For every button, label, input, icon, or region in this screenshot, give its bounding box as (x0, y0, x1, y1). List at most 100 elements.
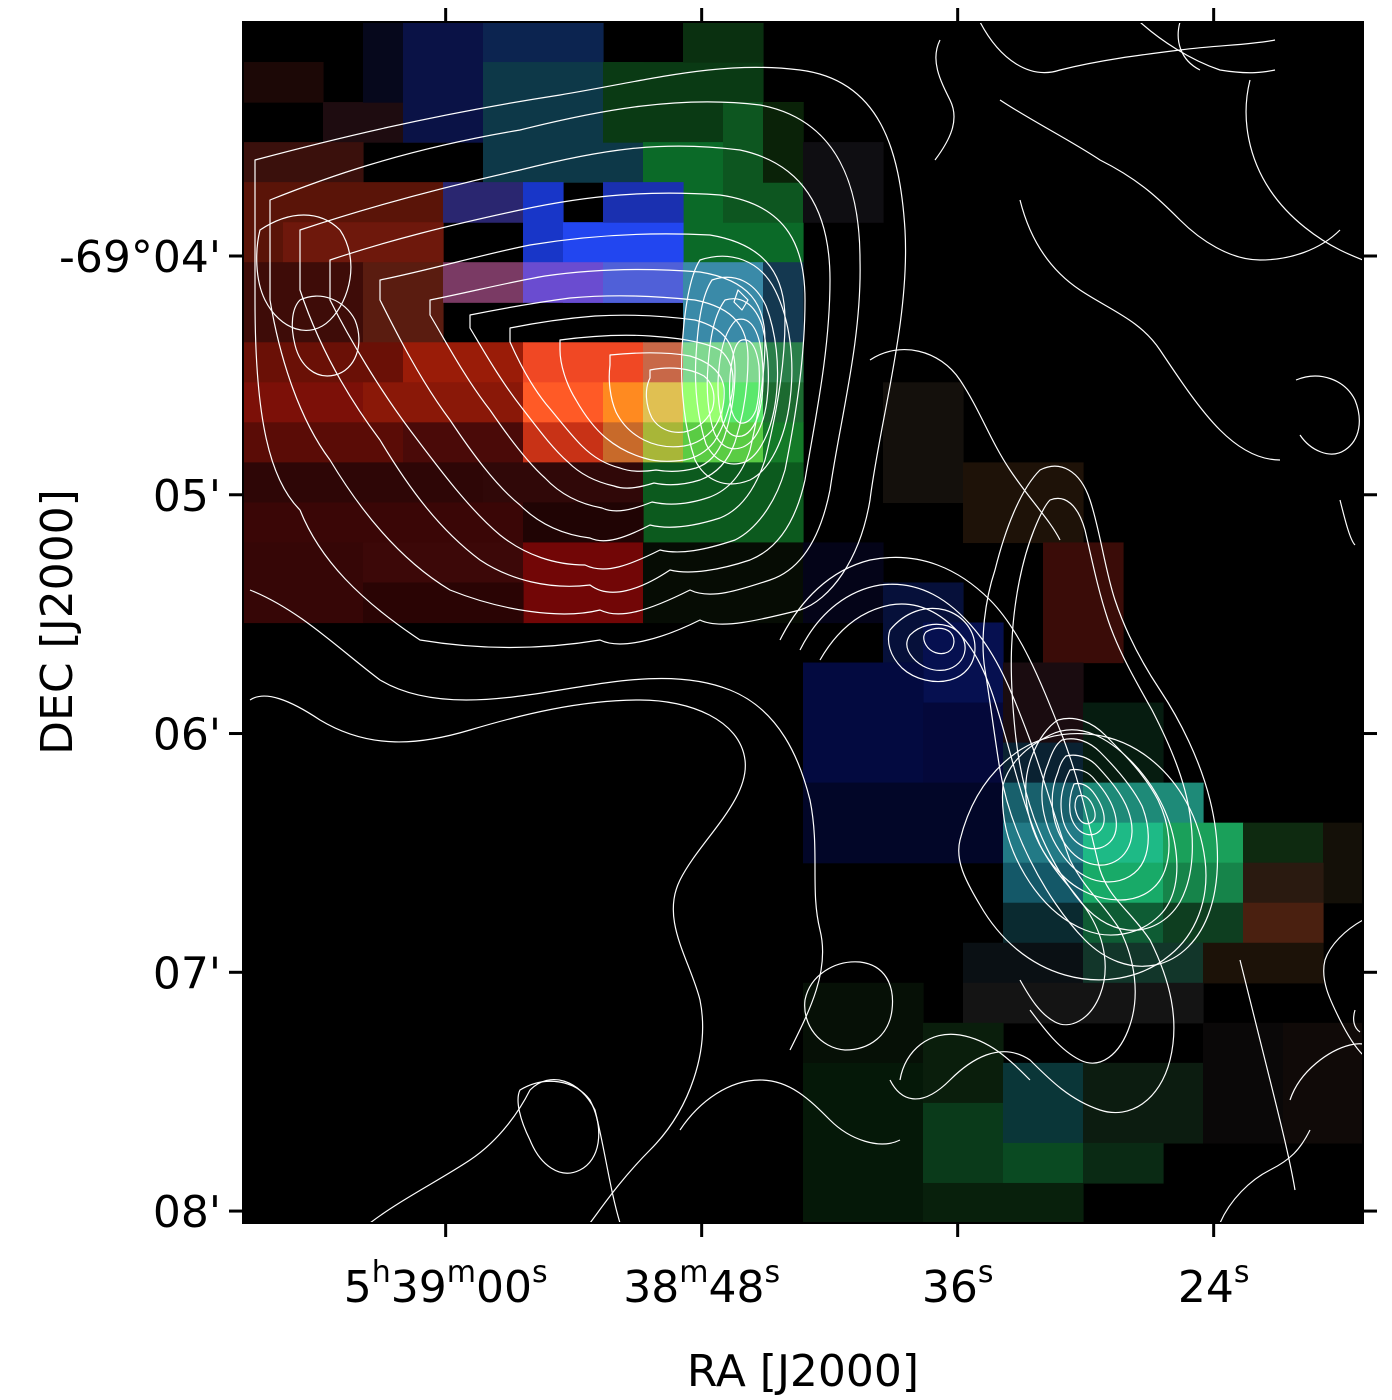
image-pixel (603, 182, 684, 223)
contour-line (887, 607, 976, 683)
x-tick-unit: s (1234, 1255, 1250, 1290)
y-tick-label: 08' (153, 1187, 221, 1238)
image-pixel (923, 1022, 1004, 1104)
image-pixel (1203, 1022, 1284, 1144)
image-pixel (243, 142, 364, 183)
image-pixel (523, 542, 644, 624)
image-pixel (643, 462, 804, 544)
contour-line (509, 314, 736, 472)
contour-line (979, 22, 1276, 74)
contour-line (869, 349, 1061, 541)
image-pixel (363, 542, 524, 584)
image-pixel (803, 782, 1004, 864)
contour-line (999, 99, 1341, 261)
y-tick-label: 07' (153, 948, 221, 999)
contour-line (469, 295, 749, 489)
contour-line (733, 289, 749, 311)
y-axis-title: DEC [J2000] (32, 489, 83, 755)
image-pixel (923, 1102, 1004, 1184)
image-pixel (483, 22, 604, 63)
contour-line (1074, 794, 1096, 825)
contour-line (679, 1079, 901, 1145)
contour-line (1353, 1009, 1361, 1033)
image-pixel (643, 342, 684, 383)
x-tick-value: 00 (476, 1262, 532, 1313)
contour-line (1239, 959, 1296, 1191)
contour-line (934, 39, 955, 161)
image-pixel (643, 382, 684, 423)
x-axis-title: RA [J2000] (687, 1346, 919, 1397)
contour-line (729, 339, 760, 424)
contour-line (1323, 919, 1363, 1056)
image-pixel (523, 422, 604, 463)
image-pixel (603, 382, 644, 423)
contour-line (804, 961, 894, 1051)
image-pixel (963, 942, 1084, 984)
x-tick-label: 36s (922, 1255, 994, 1313)
image-pixel (1083, 1142, 1164, 1184)
contour-line (680, 255, 793, 485)
image-pixel (803, 542, 884, 624)
image-pixel (1163, 902, 1244, 944)
contour-line (559, 334, 734, 462)
image-pixel (1083, 822, 1164, 864)
image-pixel (803, 1062, 924, 1223)
image-pixel (243, 462, 484, 503)
contour-line (1177, 22, 1201, 71)
contour-line (291, 295, 360, 377)
image-pixel (1003, 1142, 1084, 1184)
image-pixel (1323, 822, 1363, 904)
contour-line (958, 733, 1207, 981)
contour-line (429, 268, 766, 512)
contour-line (1010, 497, 1193, 931)
contour-line (1289, 1043, 1363, 1101)
contour-line (1041, 738, 1149, 883)
image-pixel (363, 262, 444, 343)
contour-line (645, 367, 715, 433)
x-tick-value: 24 (1178, 1262, 1234, 1313)
image-pixel (1003, 1062, 1084, 1144)
x-tick-value: 48 (708, 1262, 764, 1313)
contour-line (1051, 754, 1133, 866)
x-tick-unit: m (447, 1255, 476, 1290)
image-pixel-layer (243, 22, 1363, 1223)
image-pixel (1243, 902, 1324, 944)
contour-line (329, 192, 806, 570)
image-pixel (523, 182, 564, 263)
y-tick-label: 06' (153, 710, 221, 761)
x-tick-unit: s (764, 1255, 780, 1290)
image-pixel (763, 382, 804, 423)
y-tick-label: -69°04' (59, 232, 221, 283)
image-pixel (803, 662, 924, 784)
image-pixel (963, 982, 1204, 1024)
image-pixel (683, 22, 764, 63)
image-pixel (363, 382, 524, 423)
image-pixel (643, 542, 804, 624)
contour-line (1219, 1129, 1311, 1223)
image-pixel (523, 342, 644, 383)
contour-line (256, 214, 352, 331)
contour-line (254, 66, 907, 649)
image-pixel (963, 462, 1084, 544)
image-pixel (363, 582, 524, 624)
contour-line (249, 589, 824, 1051)
x-tick-unit: s (978, 1255, 994, 1290)
x-tick-label: 38m48s (623, 1255, 780, 1313)
x-tick-value: 5 (344, 1262, 372, 1313)
contour-line (717, 318, 764, 437)
contour-line (1060, 768, 1117, 850)
image-pixel (443, 182, 524, 223)
image-pixel (523, 382, 604, 423)
image-pixel (243, 422, 404, 463)
contour-line (906, 623, 966, 671)
contour-layer (249, 22, 1363, 1223)
image-pixel (1243, 862, 1324, 904)
contour-line (779, 556, 1175, 1114)
image-pixel (683, 382, 724, 423)
contour-line (819, 603, 1106, 1026)
contour-line (269, 101, 861, 615)
contour-line (923, 627, 955, 655)
image-pixel (923, 1182, 1084, 1223)
contour-line (706, 298, 769, 450)
